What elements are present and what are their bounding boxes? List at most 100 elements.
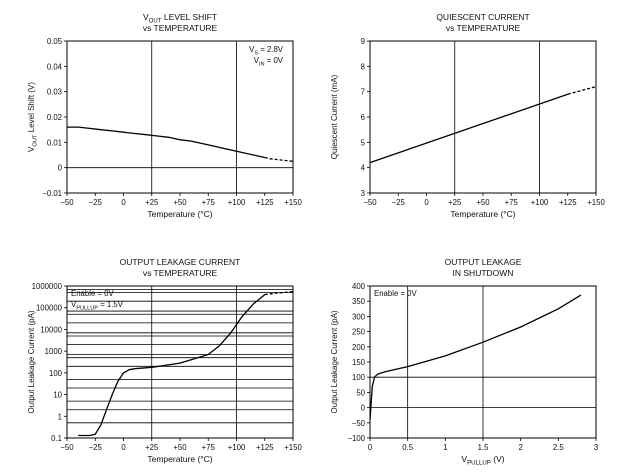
y-tick-label: 400 <box>352 282 366 291</box>
chart-title-main: OUTPUT LEAKAGE CURRENT <box>120 257 241 267</box>
x-tick-label: 0.5 <box>402 443 414 452</box>
x-tick-label: 2.5 <box>553 443 565 452</box>
x-tick-label: 0 <box>121 198 126 207</box>
x-tick-label: +150 <box>284 443 302 452</box>
y-tick-label: 100000 <box>36 304 63 313</box>
y-tick-label: 0.03 <box>47 88 62 97</box>
y-axis-label: Quiescent Current (mA) <box>330 74 339 159</box>
chart-subtitle: IN SHUTDOWN <box>453 268 514 278</box>
annotation-rest: = 1.5V <box>98 300 124 309</box>
series-line-dashed <box>264 156 294 162</box>
x-tick-label: +150 <box>587 198 605 207</box>
annotation-rest: = 2.8V <box>258 45 284 54</box>
x-axis-label: Temperature (°C) <box>450 209 515 219</box>
x-tick-label: +25 <box>145 198 159 207</box>
y-tick-label: 1000000 <box>32 282 63 291</box>
series-line-dashed <box>567 85 597 95</box>
x-tick-label: 3 <box>594 443 598 452</box>
x-axis-label: Temperature (°C) <box>147 454 212 464</box>
x-tick-label: +25 <box>145 443 159 452</box>
x-tick-label: −50 <box>363 198 377 207</box>
chart-title: VOUT LEVEL SHIFT <box>143 12 217 25</box>
y-tick-label: 5 <box>361 138 366 147</box>
x-tick-label: 2 <box>518 443 522 452</box>
y-tick-label: 0.04 <box>47 62 63 71</box>
chart-subtitle: vs TEMPERATURE <box>446 23 521 33</box>
x-tick-label: +125 <box>559 198 577 207</box>
x-tick-label: −25 <box>392 198 406 207</box>
y-tick-label: 150 <box>352 358 366 367</box>
y-tick-label: 350 <box>352 297 366 306</box>
x-tick-label: 1.5 <box>478 443 490 452</box>
x-tick-label: +100 <box>228 443 246 452</box>
x-tick-label: 0 <box>121 443 126 452</box>
series-line-solid <box>78 294 266 437</box>
y-tick-label: 100 <box>352 373 366 382</box>
series-line-dashed <box>264 290 294 296</box>
chart-title-main: OUTPUT LEAKAGE <box>445 257 522 267</box>
y-axis-label-main: Output Leakage Current (pA) <box>27 310 36 414</box>
plot-frame <box>66 285 294 439</box>
y-axis-label-rest: Level Shift (V) <box>27 82 36 135</box>
y-axis-label: VOUT Level Shift (V) <box>27 82 39 152</box>
annotation-sub: IN <box>259 62 265 68</box>
y-tick-label: −0.01 <box>42 189 62 198</box>
y-tick-label: 0 <box>361 404 366 413</box>
annotation-rest: = 0V <box>265 56 284 65</box>
x-tick-label: +125 <box>256 198 274 207</box>
y-tick-label: 7 <box>361 88 365 97</box>
x-axis-label-rest: (V) <box>491 454 505 464</box>
x-tick-label: 0 <box>424 198 429 207</box>
y-tick-label: 100 <box>49 369 63 378</box>
x-tick-label: +50 <box>173 443 187 452</box>
chart-title: OUTPUT LEAKAGE CURRENT <box>120 257 241 267</box>
x-tick-label: +75 <box>202 443 216 452</box>
annotation-main: Enable = 0V <box>71 289 114 298</box>
y-tick-label: 0.1 <box>51 434 62 443</box>
annotation-main: V <box>249 45 255 54</box>
y-tick-label: 0 <box>58 164 63 173</box>
y-axis-label-main: Quiescent Current (mA) <box>330 74 339 159</box>
y-tick-label: 3 <box>361 189 365 198</box>
x-axis-label-main: V <box>461 454 467 464</box>
y-tick-label: 250 <box>352 328 366 337</box>
plot-frame <box>369 40 597 194</box>
y-tick-label: 0.02 <box>47 113 62 122</box>
y-axis-label-main: Output Leakage Current (pA) <box>330 310 339 414</box>
series-line-solid <box>67 126 265 159</box>
annotation: Enable = 0V <box>374 289 417 298</box>
plot-frame <box>66 40 294 194</box>
chart-title: OUTPUT LEAKAGE <box>445 257 522 267</box>
y-axis-label-main: V <box>27 146 36 152</box>
y-tick-label: 4 <box>361 164 366 173</box>
y-tick-label: 200 <box>352 343 366 352</box>
x-tick-label: +150 <box>284 198 302 207</box>
chart-title-main: QUIESCENT CURRENT <box>436 12 529 22</box>
x-tick-label: 1 <box>443 443 447 452</box>
y-tick-label: 6 <box>361 113 365 122</box>
y-tick-label: −50 <box>352 419 366 428</box>
x-tick-label: −50 <box>60 198 74 207</box>
annotation: VPULLUP = 1.5V <box>71 300 124 312</box>
series-line-solid <box>369 93 569 164</box>
chart-title-sub: OUT <box>149 18 162 25</box>
y-tick-label: 9 <box>361 37 365 46</box>
plot-frame <box>369 285 597 439</box>
y-tick-label: −100 <box>347 434 365 443</box>
x-tick-label: +100 <box>228 198 246 207</box>
annotation-main: V <box>71 300 77 309</box>
y-tick-label: 0.05 <box>47 37 63 46</box>
y-axis-label: Output Leakage Current (pA) <box>330 310 339 414</box>
x-axis-label-sub: PULLUP <box>467 460 491 467</box>
annotation-main: Enable = 0V <box>374 289 417 298</box>
x-tick-label: +125 <box>256 443 274 452</box>
x-tick-label: −50 <box>60 443 74 452</box>
chart-subtitle: vs TEMPERATURE <box>143 23 218 33</box>
y-tick-label: 10000 <box>40 325 62 334</box>
y-tick-label: 300 <box>352 312 366 321</box>
x-tick-label: −25 <box>89 198 103 207</box>
